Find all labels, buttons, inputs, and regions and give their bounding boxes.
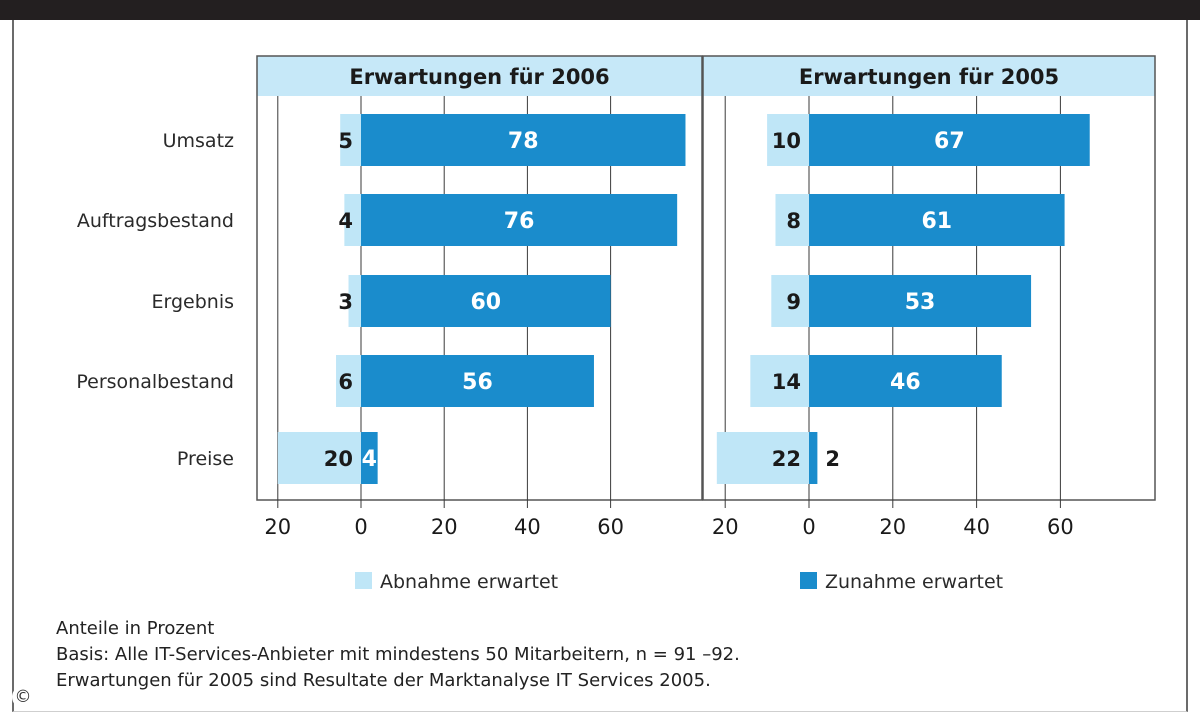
bar-increase-1-ergebnis [809, 275, 1032, 327]
bar-decrease-0-personalbestand [336, 355, 361, 407]
tick-label-0-3: 40 [514, 515, 541, 539]
label-increase-1-ergebnis: 53 [905, 290, 936, 315]
label-increase-0-preise: 4 [362, 447, 377, 472]
note-unit: Anteile in Prozent [56, 618, 215, 639]
category-label-auftragsbestand: Auftragsbestand [77, 210, 234, 232]
bar-increase-0-ergebnis [361, 275, 611, 327]
bar-increase-1-preise [809, 432, 818, 484]
bar-increase-0-auftragsbestand [361, 194, 678, 246]
label-increase-0-personalbestand: 56 [462, 370, 493, 395]
label-increase-1-umsatz: 67 [934, 129, 965, 154]
legend-swatch-zunahme-erwartet [800, 572, 817, 589]
bar-decrease-0-umsatz [340, 114, 361, 166]
bar-decrease-0-auftragsbestand [344, 194, 361, 246]
label-decrease-0-auftragsbestand: 4 [338, 209, 353, 233]
note-source: Erwartungen für 2005 sind Resultate der … [56, 670, 711, 691]
tick-label-0-0: 20 [264, 515, 291, 539]
category-label-umsatz: Umsatz [163, 130, 234, 152]
bar-increase-1-auftragsbestand [809, 194, 1065, 246]
bar-decrease-1-ergebnis [771, 275, 809, 327]
bar-decrease-1-personalbestand [750, 355, 809, 407]
label-increase-0-auftragsbestand: 76 [504, 209, 535, 234]
title-band [0, 0, 1200, 20]
label-increase-1-personalbestand: 46 [890, 370, 921, 395]
tick-label-1-0: 20 [712, 515, 739, 539]
bar-increase-0-preise [361, 432, 378, 484]
chart-notes: Anteile in Prozent Basis: Alle IT-Servic… [56, 616, 1156, 694]
panel-border-1 [702, 55, 1156, 501]
label-decrease-1-personalbestand: 14 [772, 370, 801, 394]
label-decrease-0-umsatz: 5 [338, 129, 353, 153]
label-decrease-1-umsatz: 10 [772, 129, 801, 153]
bar-increase-1-personalbestand [809, 355, 1002, 407]
tick-label-0-2: 20 [431, 515, 458, 539]
copyright-icon: © [12, 686, 34, 708]
category-label-ergebnis: Ergebnis [151, 291, 234, 313]
panel-title-1: Erwartungen für 2005 [799, 65, 1059, 89]
tick-label-1-4: 60 [1047, 515, 1074, 539]
tick-label-1-2: 20 [879, 515, 906, 539]
tick-label-1-3: 40 [963, 515, 990, 539]
label-decrease-0-preise: 20 [324, 447, 353, 471]
label-decrease-1-auftragsbestand: 8 [786, 209, 801, 233]
legend-swatch-abnahme-erwartet [355, 572, 372, 589]
label-increase-1-auftragsbestand: 61 [921, 209, 952, 234]
bar-increase-1-umsatz [809, 114, 1090, 166]
category-label-preise: Preise [177, 448, 234, 470]
panel-border-0 [256, 55, 703, 501]
chart-frame [12, 20, 1188, 712]
category-label-personalbestand: Personalbestand [76, 371, 234, 393]
tick-label-0-4: 60 [597, 515, 624, 539]
label-increase-0-umsatz: 78 [508, 129, 539, 154]
panel-header-bg-0 [257, 56, 702, 96]
label-decrease-0-personalbestand: 6 [338, 370, 353, 394]
panel-header-bg-1 [703, 56, 1155, 96]
label-increase-0-ergebnis: 60 [470, 290, 501, 315]
bar-decrease-1-auftragsbestand [775, 194, 809, 246]
label-increase-1-preise: 2 [825, 447, 840, 471]
tick-label-0-1: 0 [354, 515, 367, 539]
bar-decrease-1-preise [716, 432, 809, 484]
bar-decrease-1-umsatz [767, 114, 809, 166]
panel-title-0: Erwartungen für 2006 [349, 65, 609, 89]
legend-label-abnahme-erwartet: Abnahme erwartet [380, 571, 558, 593]
label-decrease-0-ergebnis: 3 [338, 290, 353, 314]
legend-label-zunahme-erwartet: Zunahme erwartet [825, 571, 1003, 593]
bar-decrease-0-preise [277, 432, 361, 484]
tick-label-1-1: 0 [802, 515, 815, 539]
bar-decrease-0-ergebnis [348, 275, 361, 327]
label-decrease-1-preise: 22 [772, 447, 801, 471]
bar-increase-0-umsatz [361, 114, 686, 166]
note-basis: Basis: Alle IT-Services-Anbieter mit min… [56, 644, 740, 665]
bar-increase-0-personalbestand [361, 355, 594, 407]
label-decrease-1-ergebnis: 9 [786, 290, 801, 314]
